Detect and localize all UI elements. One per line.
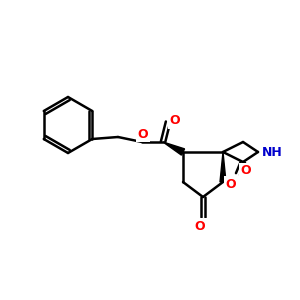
Text: O: O	[241, 164, 251, 178]
Text: O: O	[138, 128, 148, 140]
Text: O: O	[195, 220, 205, 232]
Text: O: O	[170, 115, 180, 128]
Text: NH: NH	[262, 146, 282, 158]
Polygon shape	[163, 142, 184, 155]
Polygon shape	[220, 152, 226, 182]
Text: O: O	[226, 178, 236, 190]
